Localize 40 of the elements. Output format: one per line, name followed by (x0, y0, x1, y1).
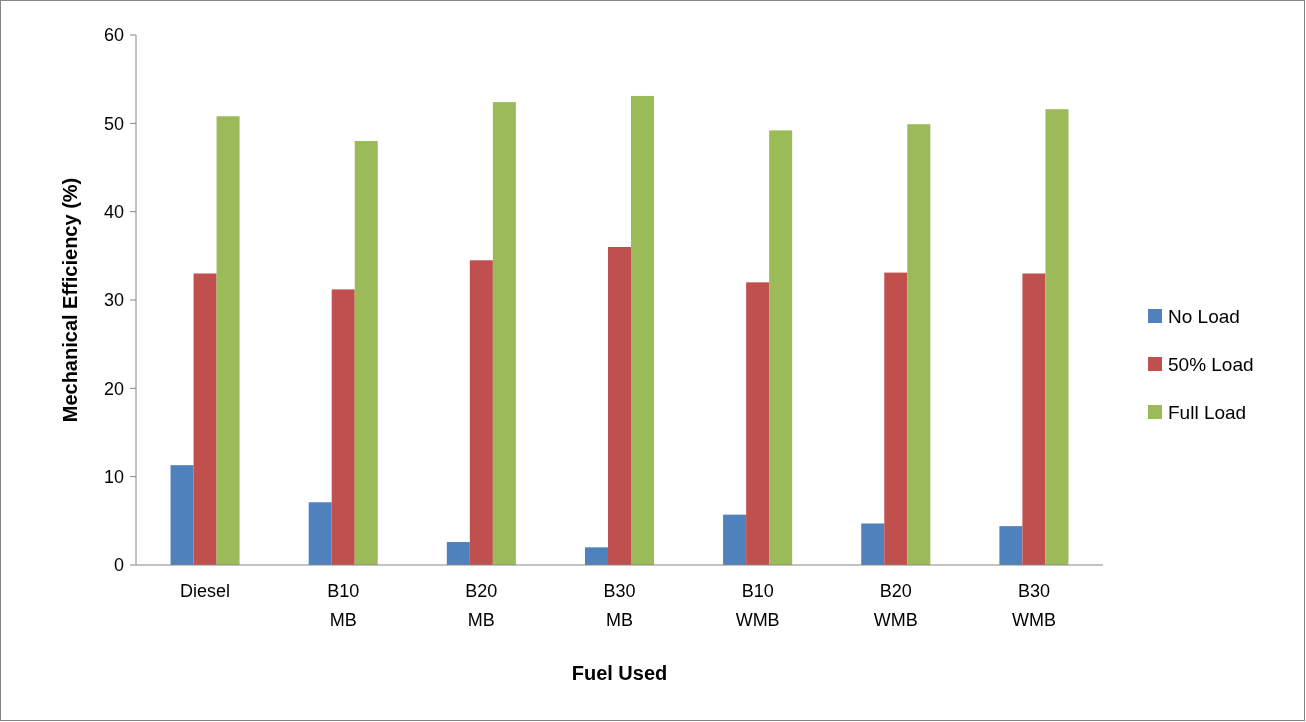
x-axis-title: Fuel Used (571, 662, 668, 684)
legend-label: No Load (1168, 305, 1240, 327)
x-tick-label: Diesel (180, 581, 231, 601)
bar (1045, 109, 1069, 565)
bar (492, 102, 516, 565)
y-tick-label: 10 (103, 466, 124, 487)
bar (907, 124, 931, 565)
y-tick-label: 0 (113, 555, 124, 576)
x-tick-label: B20 MB (465, 581, 498, 630)
bar (884, 272, 908, 565)
bar (354, 141, 378, 565)
y-tick-label: 60 (103, 25, 124, 46)
y-tick-label: 50 (103, 113, 124, 134)
bar (769, 130, 793, 565)
x-tick-label: B20 WMB (873, 581, 918, 630)
bar (469, 260, 493, 565)
x-tick-label: B30 WMB (1011, 581, 1056, 630)
bar (607, 247, 632, 565)
bar (999, 526, 1023, 565)
y-tick-label: 20 (103, 378, 124, 399)
bar (631, 95, 655, 565)
y-tick-label: 40 (103, 201, 124, 222)
legend-label: Full Load (1168, 401, 1247, 423)
legend-label: 50% Load (1168, 353, 1254, 375)
bar (861, 523, 885, 565)
bar (216, 116, 240, 565)
x-tick-label: B10 WMB (735, 581, 780, 630)
bar (308, 502, 332, 565)
x-tick-label: B10 MB (327, 581, 360, 630)
bar (446, 542, 470, 565)
x-tick-label: B30 MB (603, 581, 636, 630)
bar (331, 289, 355, 565)
y-axis-title: Mechanical Efficiency (%) (59, 177, 81, 423)
bar (584, 547, 608, 565)
bar (193, 273, 217, 565)
bar (723, 514, 747, 565)
bar (746, 282, 770, 565)
y-tick-label: 30 (103, 290, 124, 311)
bar (1022, 273, 1046, 565)
bar (170, 465, 194, 565)
